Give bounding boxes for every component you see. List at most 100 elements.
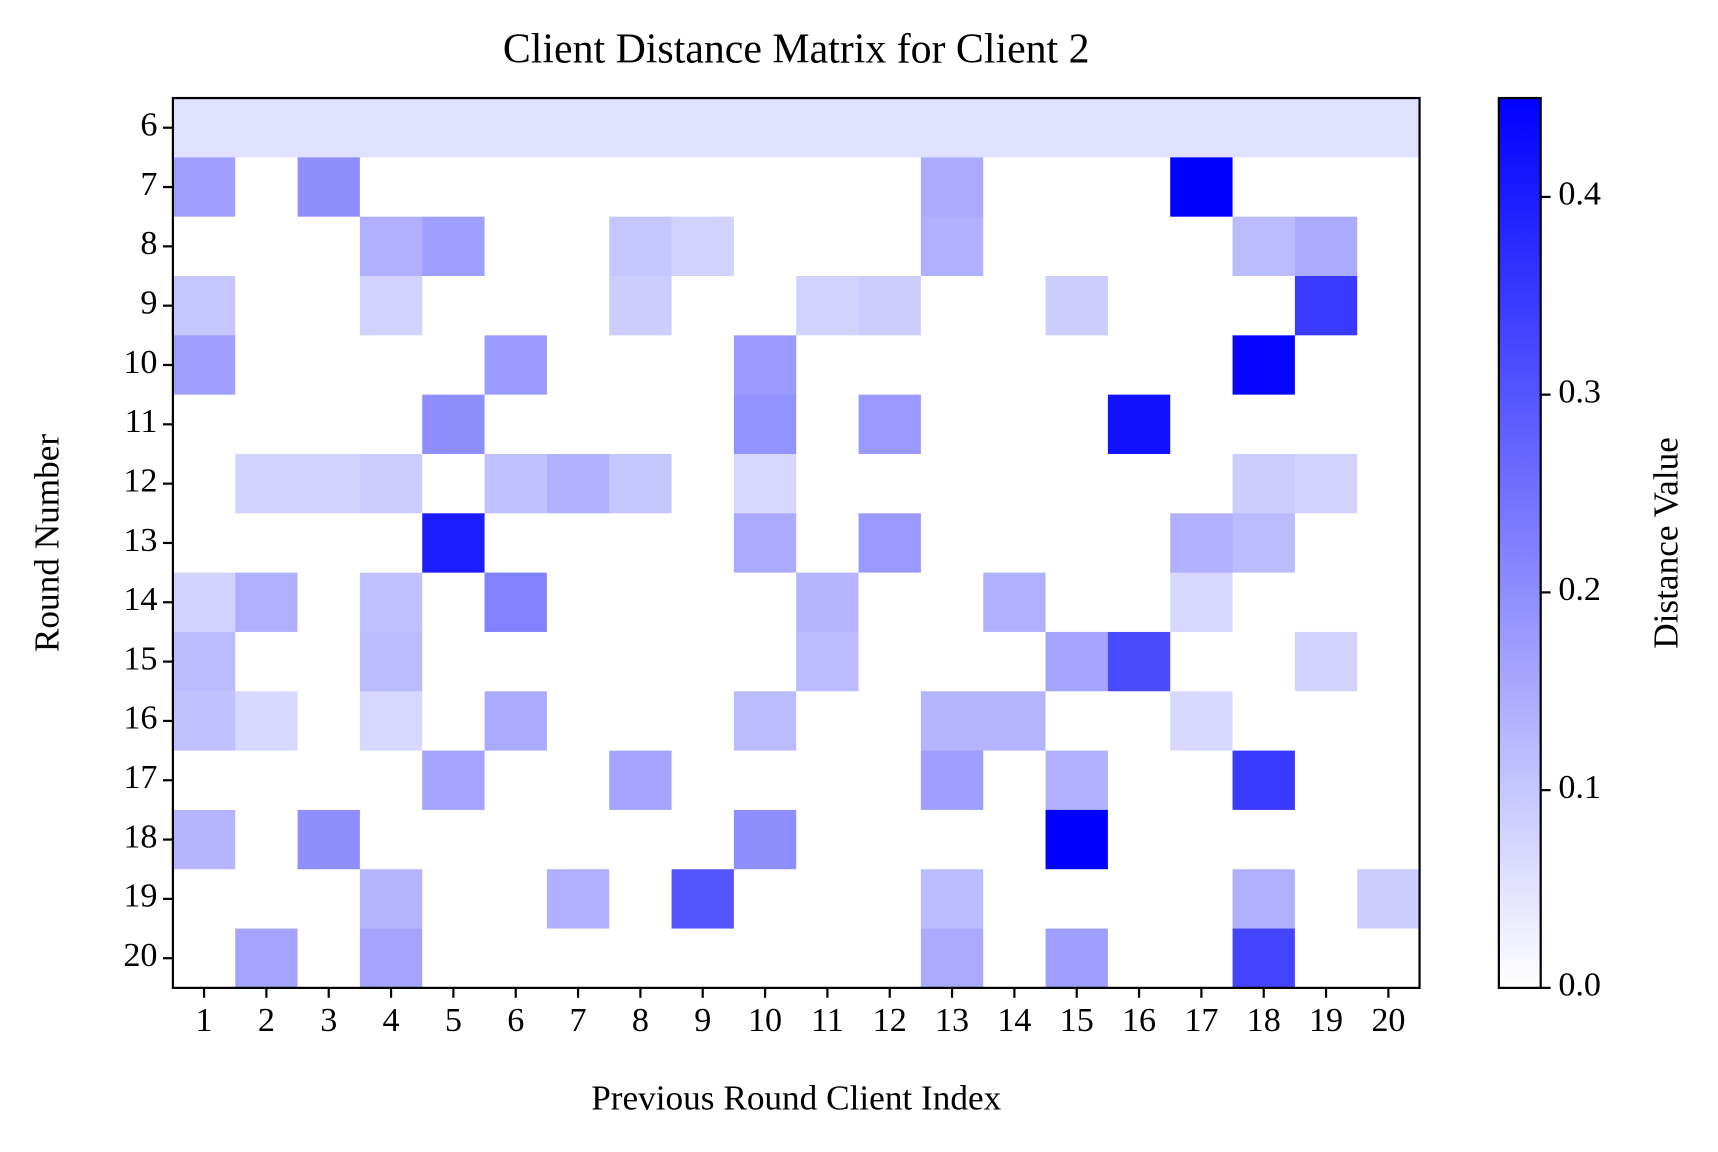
- heatmap-cell: [858, 750, 922, 811]
- heatmap-cell: [1294, 928, 1358, 989]
- chart-title: Client Distance Matrix for Client 2: [503, 27, 1090, 73]
- y-tick-label: 11: [125, 403, 158, 440]
- heatmap-cell: [484, 691, 548, 752]
- y-tick-label: 16: [123, 700, 157, 737]
- heatmap-cell: [1294, 809, 1358, 870]
- heatmap-cell: [733, 869, 797, 930]
- heatmap-cell: [733, 691, 797, 752]
- heatmap-cell: [609, 453, 673, 514]
- heatmap-cell: [1357, 216, 1421, 277]
- heatmap-cell: [920, 809, 984, 870]
- heatmap-cell: [1232, 691, 1296, 752]
- heatmap-cell: [733, 98, 797, 158]
- heatmap-cell: [1232, 276, 1296, 336]
- heatmap-cell: [297, 631, 361, 692]
- heatmap-cell: [858, 216, 922, 277]
- heatmap-cell: [858, 157, 922, 218]
- heatmap-cell: [172, 691, 236, 752]
- heatmap-cell: [546, 750, 610, 811]
- x-tick-label: 17: [1184, 1002, 1218, 1039]
- x-tick-label: 6: [507, 1002, 524, 1039]
- heatmap-cell: [983, 216, 1047, 277]
- heatmap-cell: [1045, 809, 1109, 870]
- heatmap-cell: [1045, 394, 1109, 455]
- heatmap-cell: [359, 216, 423, 277]
- heatmap-cell: [484, 276, 548, 336]
- heatmap-cell: [858, 691, 922, 752]
- heatmap-cell: [1107, 98, 1171, 158]
- heatmap-cell: [1170, 98, 1234, 158]
- heatmap-cell: [1107, 157, 1171, 218]
- x-tick-label: 3: [320, 1002, 337, 1039]
- heatmap-cell: [671, 750, 735, 811]
- heatmap-cell: [671, 513, 735, 574]
- heatmap-cell: [1107, 276, 1171, 336]
- heatmap-cell: [1107, 809, 1171, 870]
- heatmap-cell: [484, 869, 548, 930]
- y-tick-label: 7: [140, 166, 157, 203]
- heatmap-cell: [546, 276, 610, 336]
- heatmap-cell: [1232, 572, 1296, 633]
- heatmap-cell: [733, 216, 797, 277]
- x-tick-label: 1: [196, 1002, 213, 1039]
- heatmap-cell: [422, 98, 486, 158]
- heatmap-cell: [671, 572, 735, 633]
- heatmap-cell: [422, 513, 486, 574]
- x-tick-label: 4: [383, 1002, 400, 1039]
- heatmap-cell: [796, 869, 860, 930]
- heatmap-cell: [671, 216, 735, 277]
- heatmap-cell: [172, 513, 236, 574]
- x-tick-label: 20: [1371, 1002, 1405, 1039]
- heatmap-cell: [671, 631, 735, 692]
- colorbar-tick-label: 0.4: [1558, 176, 1601, 213]
- heatmap-cell: [1045, 928, 1109, 989]
- heatmap-cell: [733, 928, 797, 989]
- heatmap-cell: [235, 928, 299, 989]
- heatmap-cell: [1107, 453, 1171, 514]
- heatmap-cell: [796, 157, 860, 218]
- heatmap-cell: [1357, 276, 1421, 336]
- x-tick-label: 8: [632, 1002, 649, 1039]
- heatmap-cell: [422, 809, 486, 870]
- x-tick-label: 7: [570, 1002, 587, 1039]
- y-tick-label: 19: [123, 878, 157, 915]
- heatmap-cell: [1357, 98, 1421, 158]
- heatmap-cell: [484, 750, 548, 811]
- heatmap-cell: [1232, 216, 1296, 277]
- heatmap-cell: [858, 98, 922, 158]
- heatmap-cell: [235, 335, 299, 396]
- heatmap-cell: [359, 809, 423, 870]
- heatmap-cell: [796, 928, 860, 989]
- colorbar-tick-label: 0.0: [1558, 967, 1601, 1004]
- heatmap-cell: [609, 335, 673, 396]
- heatmap-cell: [297, 394, 361, 455]
- heatmap-cell: [983, 513, 1047, 574]
- heatmap-cell: [1357, 869, 1421, 930]
- heatmap-cell: [484, 928, 548, 989]
- heatmap-cell: [1170, 216, 1234, 277]
- x-tick-label: 13: [935, 1002, 969, 1039]
- heatmap-cell: [796, 691, 860, 752]
- heatmap-cell: [546, 691, 610, 752]
- heatmap-cell: [858, 869, 922, 930]
- heatmap-cell: [1294, 335, 1358, 396]
- heatmap-cell: [983, 750, 1047, 811]
- heatmap-cell: [920, 513, 984, 574]
- heatmap-cell: [920, 572, 984, 633]
- heatmap-cell: [422, 631, 486, 692]
- x-tick-label: 16: [1122, 1002, 1156, 1039]
- heatmap-cell: [484, 513, 548, 574]
- heatmap-cell: [983, 453, 1047, 514]
- heatmap-cell: [609, 809, 673, 870]
- heatmap-cell: [920, 453, 984, 514]
- heatmap-cell: [546, 869, 610, 930]
- heatmap-cell: [546, 928, 610, 989]
- heatmap-cell: [546, 631, 610, 692]
- heatmap-cell: [796, 572, 860, 633]
- heatmap-cell: [1170, 750, 1234, 811]
- heatmap-cell: [235, 691, 299, 752]
- heatmap-cell: [920, 157, 984, 218]
- heatmap-cell: [546, 394, 610, 455]
- heatmap-cell: [609, 750, 673, 811]
